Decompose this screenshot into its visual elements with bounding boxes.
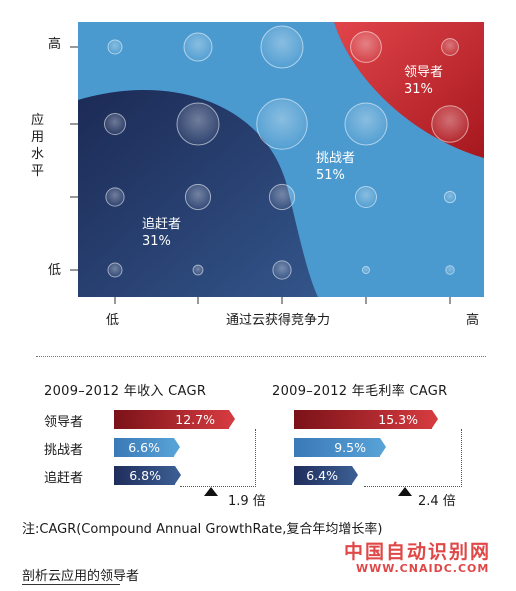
- chaser-share: 31%: [142, 234, 171, 249]
- row-label-chaser: 追赶者: [44, 471, 84, 486]
- bubble-5: [104, 113, 126, 135]
- chaser-name: 追赶者: [142, 217, 182, 232]
- margin-arrow-icon: [398, 487, 412, 496]
- bubble-15: [107, 262, 123, 278]
- y-tick-high: 高: [48, 37, 62, 52]
- chaser-label: 追赶者 31%: [142, 216, 181, 250]
- divider-dotted: [36, 356, 486, 357]
- bubble-0: [107, 39, 123, 55]
- bubble-19: [445, 265, 455, 275]
- bubble-17: [272, 260, 292, 280]
- bubble-18: [362, 266, 370, 274]
- revenue-bar-leader: 12.7%: [114, 410, 235, 429]
- y-axis-title-char-1: 用: [31, 130, 45, 145]
- challenger-share: 51%: [316, 168, 345, 183]
- x-axis-title: 通过云获得竞争力: [226, 313, 331, 328]
- watermark-url: WWW.CNAIDC.COM: [356, 562, 490, 575]
- bubble-8: [344, 102, 388, 146]
- leader-name: 领导者: [404, 65, 444, 80]
- margin-multiple: 2.4 倍: [418, 494, 456, 509]
- bubble-10: [105, 187, 125, 207]
- figure-caption: 剖析云应用的领导者: [22, 569, 140, 584]
- revenue-bracket: [180, 429, 256, 487]
- bubble-3: [350, 31, 382, 63]
- margin-bracket: [364, 429, 462, 487]
- segment-bubble-chart: [70, 22, 484, 304]
- bubble-1: [183, 32, 213, 62]
- watermark-name: 中国自动识别网: [344, 541, 492, 563]
- bubble-14: [443, 190, 457, 204]
- row-label-challenger: 挑战者: [44, 443, 84, 458]
- bubble-13: [355, 186, 377, 208]
- revenue-arrow-icon: [204, 487, 218, 496]
- bubble-4: [441, 38, 459, 56]
- revenue-cagr-title: 2009–2012 年收入 CAGR: [44, 384, 207, 399]
- revenue-bar-chaser: 6.8%: [114, 466, 181, 485]
- revenue-multiple: 1.9 倍: [228, 494, 266, 509]
- y-axis-title: 应用水平: [31, 112, 44, 180]
- margin-bar-challenger: 9.5%: [294, 438, 386, 457]
- challenger-label: 挑战者 51%: [316, 150, 355, 184]
- bubble-2: [260, 25, 304, 69]
- y-axis-title-char-2: 水: [31, 147, 45, 162]
- challenger-name: 挑战者: [316, 151, 356, 166]
- bubble-12: [268, 183, 296, 211]
- caption-underline: [22, 584, 120, 585]
- margin-cagr-title: 2009–2012 年毛利率 CAGR: [272, 384, 448, 399]
- leader-label: 领导者 31%: [404, 64, 443, 98]
- bubble-9: [431, 105, 469, 143]
- y-axis-title-char-3: 平: [31, 164, 45, 179]
- leader-share: 31%: [404, 82, 433, 97]
- x-tick-high: 高: [466, 313, 480, 328]
- margin-bar-leader: 15.3%: [294, 410, 438, 429]
- x-tick-low: 低: [106, 313, 120, 328]
- bubble-6: [176, 102, 220, 146]
- bubble-16: [192, 264, 204, 276]
- bubble-7: [256, 98, 308, 150]
- y-tick-low: 低: [48, 263, 62, 278]
- y-axis-title-char-0: 应: [31, 113, 45, 128]
- footnote: 注:CAGR(Compound Annual GrowthRate,复合年均增长…: [22, 522, 383, 537]
- row-label-leader: 领导者: [44, 415, 84, 430]
- bubble-11: [184, 183, 212, 211]
- margin-bar-chaser: 6.4%: [294, 466, 358, 485]
- revenue-bar-challenger: 6.6%: [114, 438, 180, 457]
